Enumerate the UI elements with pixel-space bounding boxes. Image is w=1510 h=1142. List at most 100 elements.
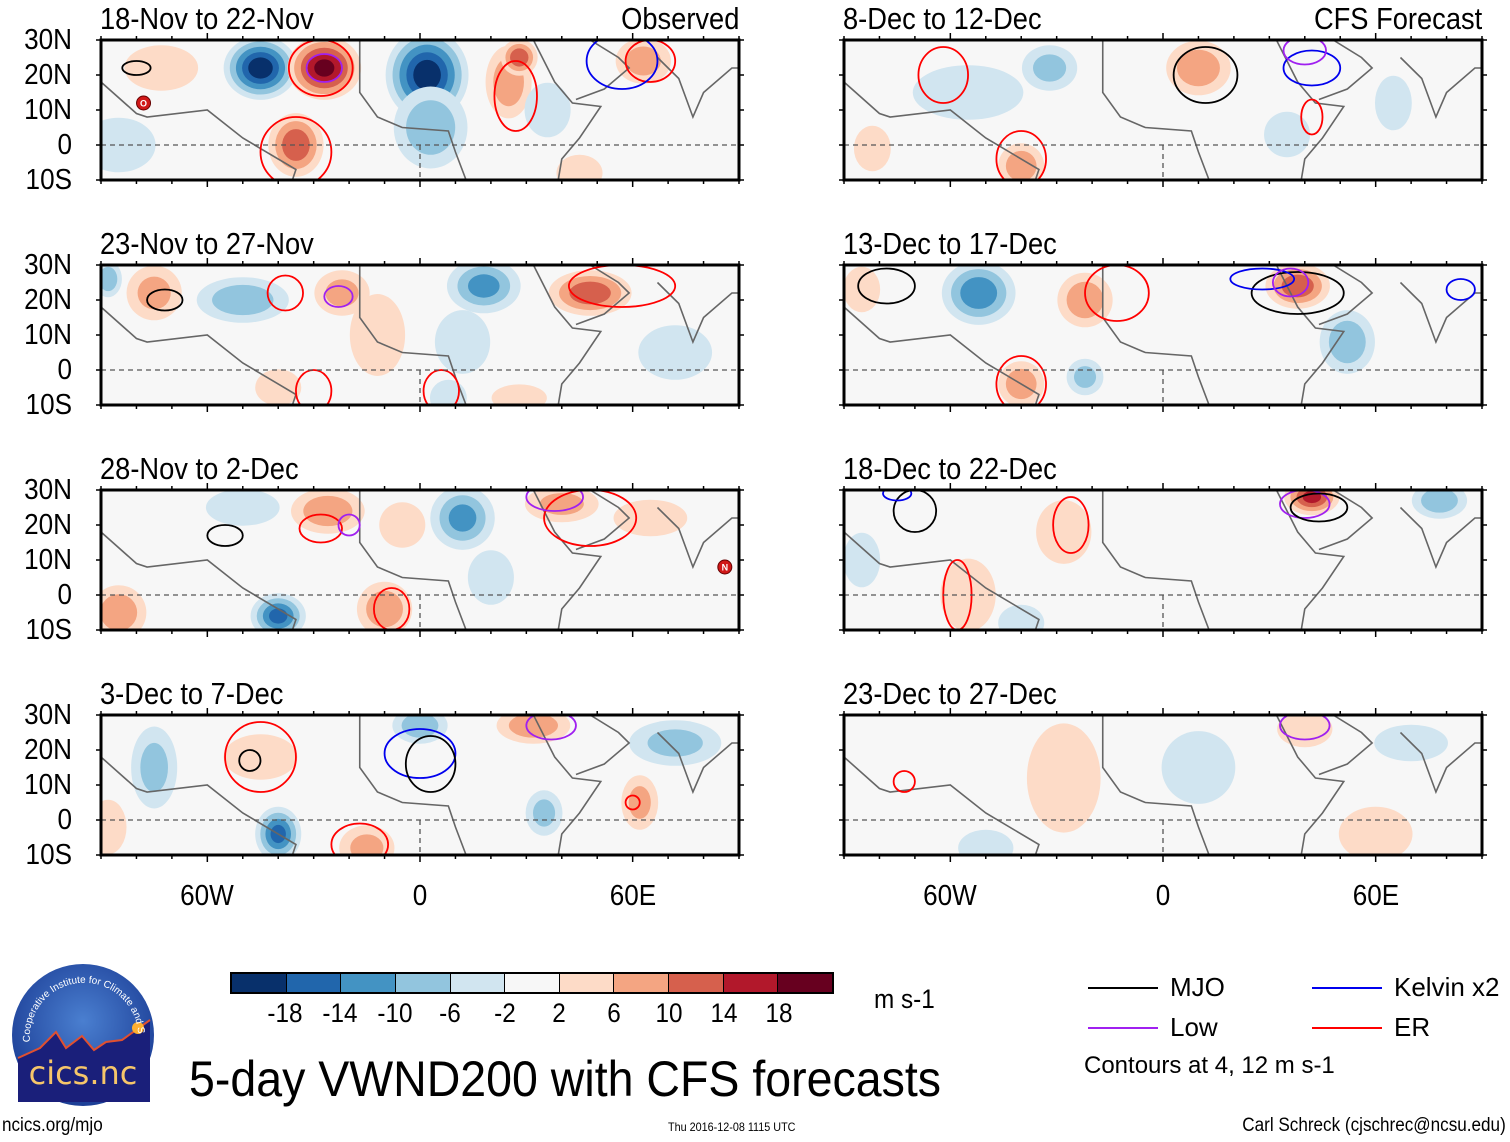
colorbar-tick-label: -2 [493,998,516,1028]
map-panel: O [96,33,744,187]
anomaly-level [314,59,335,77]
contour-mjo [857,267,916,305]
anomaly-level [406,100,456,155]
positive-anomaly [126,265,182,321]
positive-anomaly [287,40,362,100]
anomaly-level [844,266,881,313]
anomaly-level [556,154,603,180]
y-tick-label: 10S [25,389,72,421]
anomaly-level [853,125,891,172]
y-tick-label: 30N [24,24,72,56]
colorbar-tick-label: 6 [607,998,622,1028]
colorbar-swatch [232,974,287,992]
colorbar-tick-label: -10 [377,998,413,1028]
positive-anomaly [1036,500,1092,564]
anomaly-level [101,117,156,173]
positive-anomaly [1277,715,1333,748]
contour-er [917,46,969,104]
coastlines [101,490,739,630]
anomaly-level [1161,731,1236,804]
coastlines [844,715,1482,855]
negative-anomaly [223,40,298,100]
contour-er [373,587,411,630]
positive-anomaly [101,799,127,855]
positive-anomaly [101,585,147,630]
contour-er [1052,496,1090,554]
contour-low [1282,40,1327,66]
y-tick-label: 0 [57,129,72,161]
map-panel [839,708,1487,862]
map-panel [96,708,744,862]
anomaly-level [303,495,353,527]
map-panel [839,483,1487,637]
map-panel [839,33,1487,187]
anomaly-level [524,82,571,138]
anomaly-level [467,550,514,605]
anomaly-level [137,276,171,310]
anomaly-level [325,279,359,307]
colorbar-swatch [723,974,779,992]
negative-anomaly [430,490,495,550]
footer-author: Carl Schreck (cjschrec@ncsu.edu) [1242,1115,1506,1136]
colorbar-swatch [614,974,670,992]
anomaly-level [613,499,688,537]
anomaly-level [539,493,584,515]
positive-anomaly [548,270,632,316]
colorbar-tick-label: -18 [267,998,303,1028]
cics-logo: Cooperative Institute for Climate and Sa… [10,962,154,1106]
colorbar [230,972,834,994]
negative-anomaly [638,325,713,380]
positive-anomaly [940,558,996,630]
panel-title: 18-Nov to 22-Nov [100,1,314,36]
contour-kelvin-x2 [1229,267,1296,291]
positive-anomaly [853,125,891,172]
anomaly-level [1005,150,1037,180]
coastlines [844,490,1482,630]
y-tick-label: 20N [24,509,72,541]
positive-anomaly [1338,806,1413,855]
y-tick-label: 10S [25,614,72,646]
negative-anomaly [1264,111,1311,158]
anomaly-level [1073,366,1097,388]
main-title: 5-day VWND200 with CFS forecasts [189,1051,941,1107]
negative-anomaly [467,550,514,605]
panel-title: 13-Dec to 17-Dec [843,226,1057,261]
contour-kelvin-x2 [882,490,913,502]
y-tick-label: 0 [57,804,72,836]
panel-title: 3-Dec to 7-Dec [100,676,284,711]
anomaly-level [940,558,996,630]
positive-anomaly [1166,40,1231,96]
contour-er [995,355,1047,405]
svg-text:O: O [140,99,147,109]
logo-text: cics.nc [29,1054,138,1092]
anomaly-level [998,604,1045,630]
footer-url[interactable]: ncics.org/mjo [2,1115,103,1136]
panel-source-tag: CFS Forecast [1313,1,1482,36]
contour-er [1084,265,1150,322]
y-tick-label: 30N [24,474,72,506]
negative-anomaly [101,265,122,298]
positive-anomaly [124,45,199,91]
anomaly-level [429,379,467,405]
legend-item-kelvin: Kelvin x2 [1312,972,1500,1003]
legend-label: Low [1170,1012,1218,1042]
panel-source-tag: Observed [620,1,739,36]
logo-sun [132,1022,144,1034]
anomaly-level [1176,49,1220,87]
y-tick-label: 30N [24,699,72,731]
negative-anomaly [941,265,1016,325]
anomaly-level [124,45,199,91]
contour-low [525,715,577,741]
colorbar-tick-label: 14 [710,998,738,1028]
positive-anomaly [379,502,426,548]
anomaly-level [212,284,274,316]
negative-anomaly [629,720,722,766]
negative-anomaly [205,490,280,526]
contour-er [287,40,354,97]
anomaly-level [638,325,713,380]
anomaly-level [468,274,500,298]
anomaly-level [379,502,426,548]
y-tick-label: 10N [24,94,72,126]
negative-anomaly [131,726,178,809]
anomaly-level [413,59,441,91]
